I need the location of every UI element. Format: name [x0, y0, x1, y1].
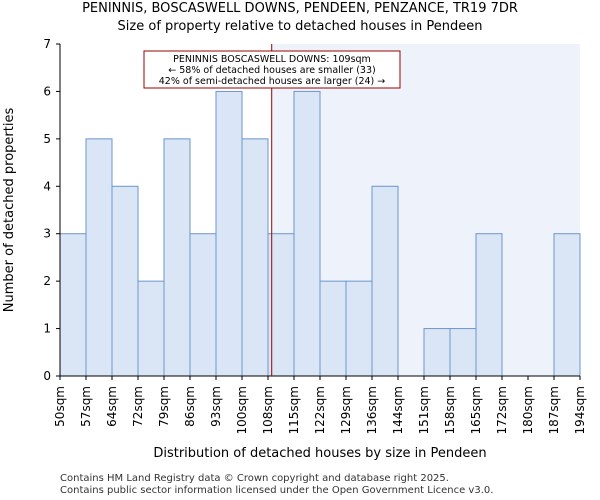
- x-tick-label: 115sqm: [287, 386, 301, 434]
- x-tick-label: 187sqm: [547, 386, 561, 434]
- histogram-bar-122sqm: [319, 280, 347, 377]
- histogram-bar-72sqm: [137, 280, 165, 377]
- annotation-line-3: 42% of semi-detached houses are larger (…: [159, 76, 386, 87]
- histogram-bar-57sqm: [85, 138, 113, 377]
- histogram-bar-50sqm: [59, 233, 87, 377]
- x-tick-label: 122sqm: [313, 386, 327, 434]
- y-tick-label: 0: [43, 369, 51, 383]
- x-tick-label: 136sqm: [365, 386, 379, 434]
- x-tick-label: 180sqm: [521, 386, 535, 434]
- histogram-bar-187sqm: [553, 233, 581, 377]
- histogram-bar-64sqm: [111, 185, 139, 377]
- x-axis-label: Distribution of detached houses by size …: [153, 446, 486, 461]
- x-tick-label: 64sqm: [105, 386, 119, 427]
- y-tick-label: 3: [43, 227, 51, 241]
- annotation-line-1: PENINNIS BOSCASWELL DOWNS: 109sqm: [173, 54, 371, 65]
- chart-title: PENINNIS, BOSCASWELL DOWNS, PENDEEN, PEN…: [82, 1, 518, 16]
- annotation-box: [143, 50, 401, 89]
- x-tick-label: 93sqm: [209, 386, 223, 427]
- histogram-bar-151sqm: [423, 328, 451, 377]
- footer-licence: Contains public sector information licen…: [60, 485, 494, 496]
- x-tick-label: 79sqm: [157, 386, 171, 427]
- y-axis-label: Number of detached properties: [2, 108, 17, 313]
- histogram-bar-100sqm: [241, 138, 269, 377]
- x-tick-label: 86sqm: [183, 386, 197, 427]
- x-tick-label: 158sqm: [443, 386, 457, 434]
- x-tick-label: 194sqm: [573, 386, 587, 434]
- x-tick-label: 144sqm: [391, 386, 405, 434]
- histogram-bar-93sqm: [215, 90, 243, 377]
- y-tick-label: 1: [43, 322, 51, 336]
- histogram-bar-86sqm: [189, 233, 217, 377]
- histogram-bar-115sqm: [293, 90, 321, 377]
- y-tick-label: 5: [43, 132, 51, 146]
- histogram-bar-158sqm: [449, 328, 477, 377]
- y-tick-label: 4: [43, 179, 51, 193]
- x-tick-label: 151sqm: [417, 386, 431, 434]
- x-tick-label: 108sqm: [261, 386, 275, 434]
- histogram-bar-129sqm: [345, 280, 373, 377]
- x-tick-label: 172sqm: [495, 386, 509, 434]
- x-tick-label: 72sqm: [131, 386, 145, 427]
- y-tick-label: 7: [43, 37, 51, 51]
- x-tick-label: 57sqm: [79, 386, 93, 427]
- x-tick-label: 100sqm: [235, 386, 249, 434]
- histogram-bar-136sqm: [371, 185, 399, 377]
- x-tick-label: 50sqm: [53, 386, 67, 427]
- footer-copyright: Contains HM Land Registry data © Crown c…: [60, 473, 449, 484]
- chart-subtitle: Size of property relative to detached ho…: [117, 19, 483, 34]
- y-tick-label: 6: [43, 84, 51, 98]
- histogram-bar-165sqm: [475, 233, 503, 377]
- x-tick-label: 165sqm: [469, 386, 483, 434]
- x-tick-label: 129sqm: [339, 386, 353, 434]
- histogram-bar-79sqm: [163, 138, 191, 377]
- y-tick-label: 2: [43, 274, 51, 288]
- histogram-bar-108sqm: [267, 233, 295, 377]
- annotation-line-2: ← 58% of detached houses are smaller (33…: [168, 65, 375, 76]
